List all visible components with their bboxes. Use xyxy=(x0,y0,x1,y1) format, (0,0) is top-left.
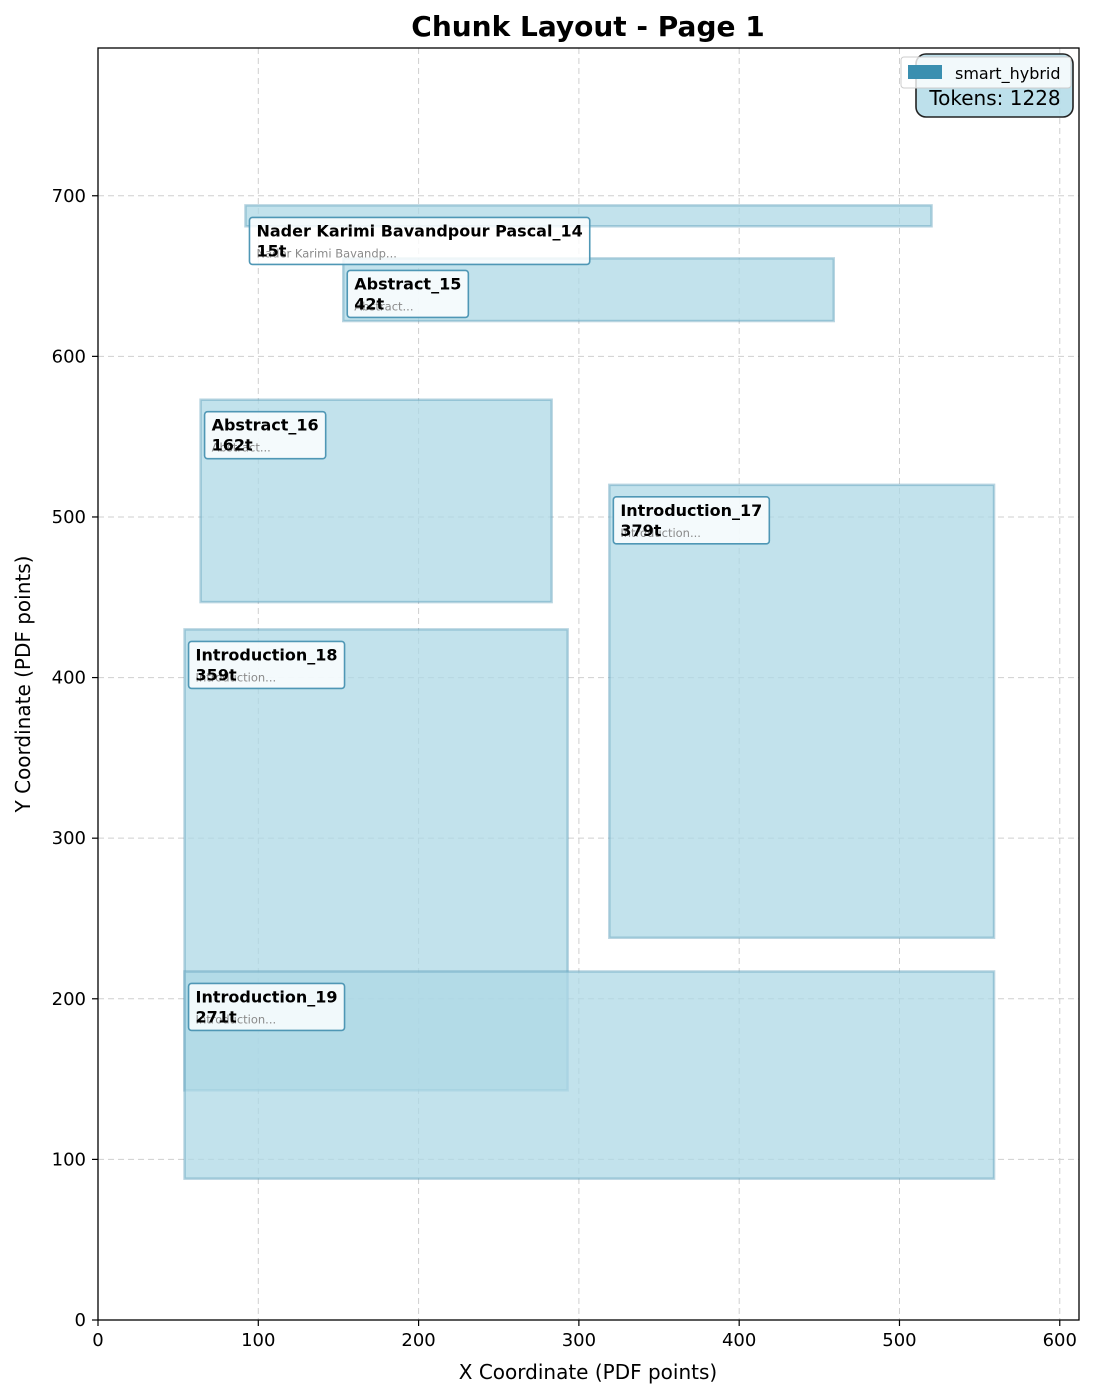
x-tick-label: 500 xyxy=(882,1330,916,1351)
chunk-token-count: 359t xyxy=(196,665,237,684)
token-total-label: Tokens: 1228 xyxy=(928,86,1060,110)
y-tick-label: 100 xyxy=(52,1149,86,1170)
chunk-preview-text: Nader Karimi Bavandp... xyxy=(256,246,396,260)
y-tick-label: 200 xyxy=(52,989,86,1010)
x-tick-label: 600 xyxy=(1043,1330,1077,1351)
x-tick-label: 100 xyxy=(241,1330,275,1351)
chunk-label-box xyxy=(203,410,327,460)
chunk-label-box xyxy=(187,982,346,1032)
chunk-name: Abstract_15 xyxy=(354,274,461,293)
chunk-name: Nader Karimi Bavandpour Pascal_14 xyxy=(256,221,582,240)
chunk-token-count: 379t xyxy=(620,521,661,540)
chunk-label-box xyxy=(248,216,591,266)
chunk-preview-text: Introduction... xyxy=(196,670,277,684)
x-axis-title: X Coordinate (PDF points) xyxy=(459,1360,717,1384)
chunk-label-box xyxy=(346,269,470,319)
chunk-name: Introduction_19 xyxy=(196,987,338,1006)
y-tick-label: 0 xyxy=(75,1310,86,1331)
chunk-token-count: 162t xyxy=(212,436,253,455)
chunk-name: Introduction_17 xyxy=(620,501,762,520)
chunk-rectangles xyxy=(183,204,996,1180)
chunk-labels: Nader Karimi Bavandp... Nader Karimi Bava… xyxy=(187,216,771,1032)
y-tick-label: 600 xyxy=(52,346,86,367)
chunk-token-count: 15t xyxy=(256,241,286,260)
legend: smart_hybrid xyxy=(900,56,1072,89)
chunk-preview-text: Abstract... xyxy=(354,299,413,313)
legend-label-smart-hybrid: smart_hybrid xyxy=(955,64,1061,84)
x-tick-label: 0 xyxy=(92,1330,103,1351)
chunk-label-box xyxy=(187,640,346,690)
x-tick-label: 200 xyxy=(401,1330,435,1351)
chunk-preview-text: Introduction... xyxy=(620,526,701,540)
chunk-label: Nader Karimi Bavandp... Nader Karimi Bava… xyxy=(248,216,591,266)
y-tick-label: 400 xyxy=(52,668,86,689)
chart-title: Chunk Layout - Page 1 xyxy=(411,10,764,43)
plot-frame xyxy=(97,47,1080,1321)
x-tick-label: 300 xyxy=(562,1330,596,1351)
chunk-name: Abstract_16 xyxy=(212,416,319,435)
y-tick-label: 300 xyxy=(52,828,86,849)
chunk-name: Introduction_18 xyxy=(196,645,338,664)
chunk-preview-text: Abstract... xyxy=(212,441,271,455)
x-tick-label: 400 xyxy=(722,1330,756,1351)
chunk-preview-text: Introduction... xyxy=(196,1012,277,1026)
legend-swatch-smart-hybrid xyxy=(908,65,942,79)
chunk-token-count: 42t xyxy=(354,294,384,313)
legend-frame xyxy=(900,56,1072,89)
chunk-rect xyxy=(608,483,996,940)
chunk-token-count: 271t xyxy=(196,1007,237,1026)
axes: 0 100 200 300 400 500 600 0 100 200 300 400 500 600 70… xyxy=(52,186,1077,1351)
y-tick-label: 500 xyxy=(52,507,86,528)
chunk-label-box xyxy=(612,496,771,545)
y-axis-title: Y Coordinate (PDF points) xyxy=(11,556,35,814)
y-tick-label: 700 xyxy=(52,186,86,207)
